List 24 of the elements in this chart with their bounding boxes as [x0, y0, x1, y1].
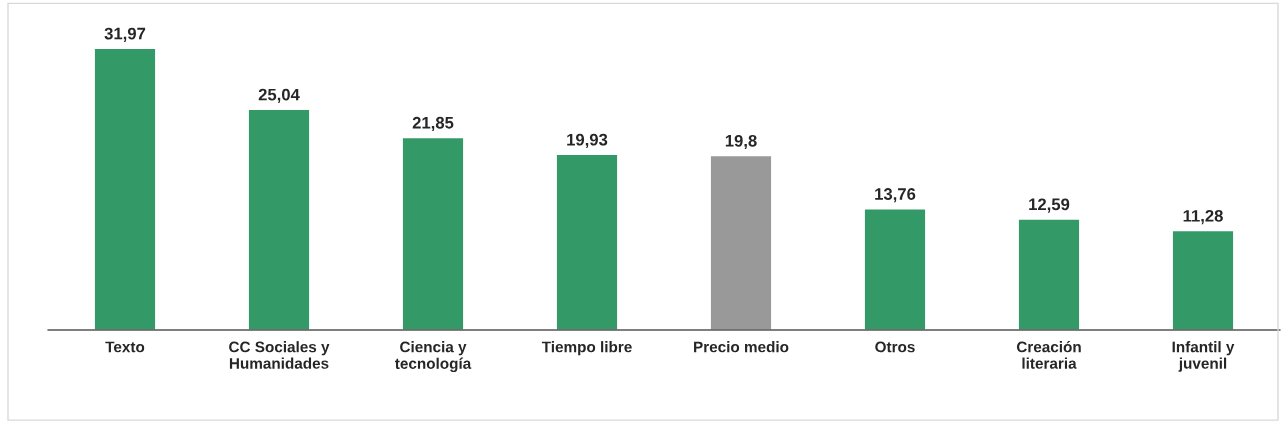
x-tick-label: Otros [875, 341, 915, 353]
bar [247, 108, 311, 330]
data-label: 31,97 [104, 27, 146, 42]
bar [555, 153, 619, 330]
data-label: 19,8 [725, 134, 757, 150]
x-tick-label: CC Sociales y Humanidades [229, 341, 330, 369]
data-label: 19,93 [567, 133, 608, 148]
x-tick-label: Infantil y juvenil [1172, 341, 1235, 372]
bar [1017, 218, 1081, 330]
data-label: 13,76 [875, 188, 916, 203]
x-tick-label: Ciencia y tecnología [394, 341, 472, 373]
bar [401, 136, 465, 330]
x-tick-label: Creación literaria [1016, 340, 1081, 369]
bar [863, 208, 927, 330]
x-tick-label: Tiempo libre [541, 341, 632, 356]
x-tick-label: Precio medio [694, 341, 789, 353]
data-label: 11,28 [1183, 209, 1223, 225]
bar [1171, 229, 1235, 330]
bar [93, 47, 157, 330]
data-label: 25,04 [258, 88, 300, 103]
data-label: 21,85 [412, 116, 454, 132]
data-label: 12,59 [1029, 198, 1070, 213]
x-tick-label: Texto [105, 341, 145, 353]
bar [709, 154, 773, 330]
